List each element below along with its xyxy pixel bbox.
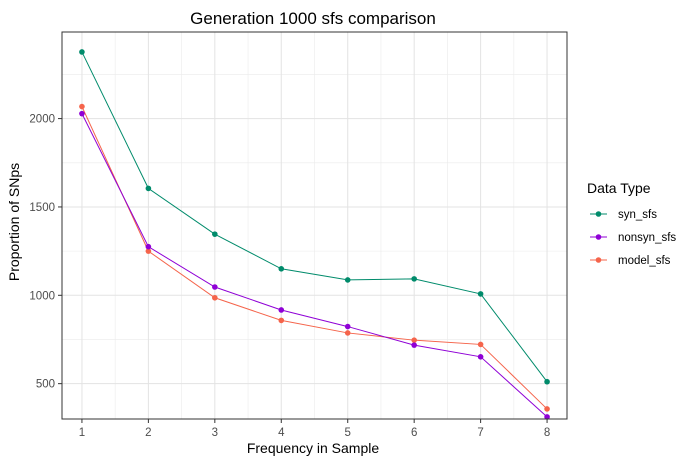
- data-point-nonsyn-sfs: [477, 353, 484, 360]
- y-axis-title: Proportion of SNps: [6, 163, 22, 281]
- data-point-nonsyn-sfs: [145, 243, 152, 250]
- legend-title: Data Type: [587, 180, 651, 196]
- grid-major: [62, 32, 567, 419]
- x-tick-label: 6: [411, 427, 417, 439]
- x-tick-label: 5: [345, 427, 351, 439]
- x-tick-label: 3: [212, 427, 218, 439]
- legend: Data Type syn_sfs nonsyn_sfs model_sfs: [587, 180, 676, 267]
- chart-title: Generation 1000 sfs comparison: [190, 9, 436, 28]
- data-point-syn-sfs: [411, 276, 417, 282]
- series-line-model-sfs: [81, 106, 548, 410]
- series-points: [79, 49, 550, 420]
- data-point-nonsyn-sfs: [411, 342, 417, 348]
- data-point-nonsyn-sfs: [79, 110, 85, 117]
- y-tick-label: 2000: [29, 114, 55, 126]
- x-tick-label: 2: [145, 427, 151, 439]
- legend-item-model-sfs: model_sfs: [590, 255, 671, 267]
- x-axis-title: Frequency in Sample: [247, 440, 380, 456]
- x-tick-label: 8: [544, 427, 550, 439]
- x-tick-label: 7: [477, 427, 483, 439]
- data-point-syn-sfs: [145, 185, 152, 192]
- x-axis: 1 2 3 4 5 6 7 8: [79, 419, 550, 439]
- data-point-model-sfs: [278, 317, 285, 324]
- data-point-model-sfs: [477, 341, 484, 348]
- y-axis: 500 1000 1500 2000: [29, 114, 62, 391]
- legend-key-point: [595, 257, 602, 263]
- legend-key-point: [595, 234, 602, 240]
- plot-area: [61, 31, 568, 420]
- data-point-nonsyn-sfs: [278, 307, 285, 313]
- data-point-nonsyn-sfs: [212, 284, 218, 290]
- data-point-syn-sfs: [477, 291, 484, 297]
- data-point-syn-sfs: [344, 277, 351, 283]
- data-point-model-sfs: [544, 406, 550, 412]
- y-tick-label: 1000: [29, 290, 55, 302]
- x-tick-label: 4: [278, 427, 285, 439]
- data-point-model-sfs: [212, 294, 218, 301]
- data-point-model-sfs: [411, 337, 417, 343]
- plot-border: [61, 31, 568, 420]
- data-point-model-sfs: [79, 103, 85, 110]
- grid-minor: [62, 32, 567, 419]
- data-point-syn-sfs: [544, 378, 550, 385]
- x-tick-label: 1: [79, 427, 85, 439]
- legend-item-syn-sfs: syn_sfs: [590, 209, 657, 221]
- data-point-syn-sfs: [278, 265, 285, 272]
- series-lines: [81, 51, 548, 418]
- data-point-syn-sfs: [212, 231, 218, 237]
- legend-label: syn_sfs: [618, 209, 657, 221]
- legend-item-nonsyn-sfs: nonsyn_sfs: [590, 232, 676, 244]
- series-line-syn-sfs: [81, 51, 548, 383]
- y-tick-label: 1500: [29, 202, 55, 214]
- y-tick-label: 500: [36, 379, 55, 391]
- legend-label: model_sfs: [618, 255, 671, 267]
- series-line-nonsyn-sfs: [81, 113, 548, 418]
- legend-label: nonsyn_sfs: [618, 232, 676, 244]
- data-point-syn-sfs: [79, 49, 85, 55]
- data-point-model-sfs: [344, 330, 351, 336]
- data-point-nonsyn-sfs: [344, 323, 351, 330]
- legend-key-point: [595, 211, 602, 217]
- legend-items: syn_sfs nonsyn_sfs model_sfs: [590, 209, 676, 267]
- data-point-nonsyn-sfs: [544, 414, 550, 420]
- data-point-model-sfs: [145, 248, 152, 254]
